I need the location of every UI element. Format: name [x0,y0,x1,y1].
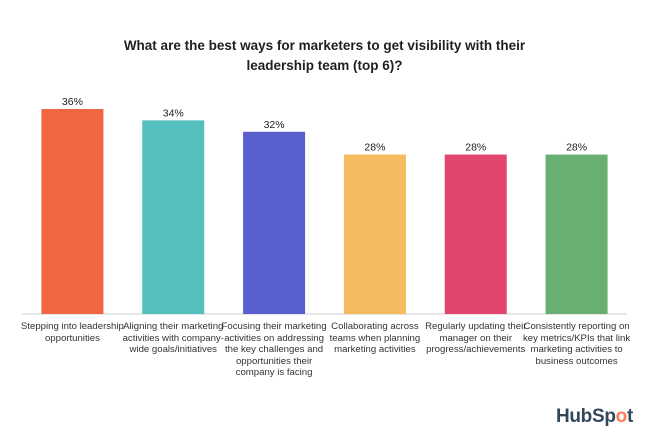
data-label-5: 28% [465,142,486,154]
data-label-2: 34% [163,107,184,119]
data-label-4: 28% [364,142,385,154]
hubspot-logo: HubSpot [555,406,633,427]
category-label-4: Collaborating across teams when planning… [329,321,421,355]
bar-4 [343,154,406,314]
chart-title-line-2: leadership team (top 6)? [246,58,403,73]
chart-title: What are the best ways for marketers to … [0,36,649,76]
category-label-6: Consistently reporting on key metrics/KP… [522,321,631,367]
category-label-1: Stepping into leadership opportunities [20,321,124,344]
bar-6 [545,154,608,314]
bar-3 [243,131,306,314]
bar-5 [444,154,507,314]
bar-1 [41,109,104,314]
data-label-1: 36% [62,96,83,108]
data-label-6: 28% [566,142,587,154]
category-label-3: Focusing their marketing activities on a… [221,321,327,378]
data-label-3: 32% [264,119,285,131]
chart-title-line-1: What are the best ways for marketers to … [123,38,526,53]
category-label-5: Regularly updating their manager on thei… [425,321,527,355]
bar-2 [142,120,205,314]
category-label-2: Aligning their marketing activities with… [122,321,224,355]
